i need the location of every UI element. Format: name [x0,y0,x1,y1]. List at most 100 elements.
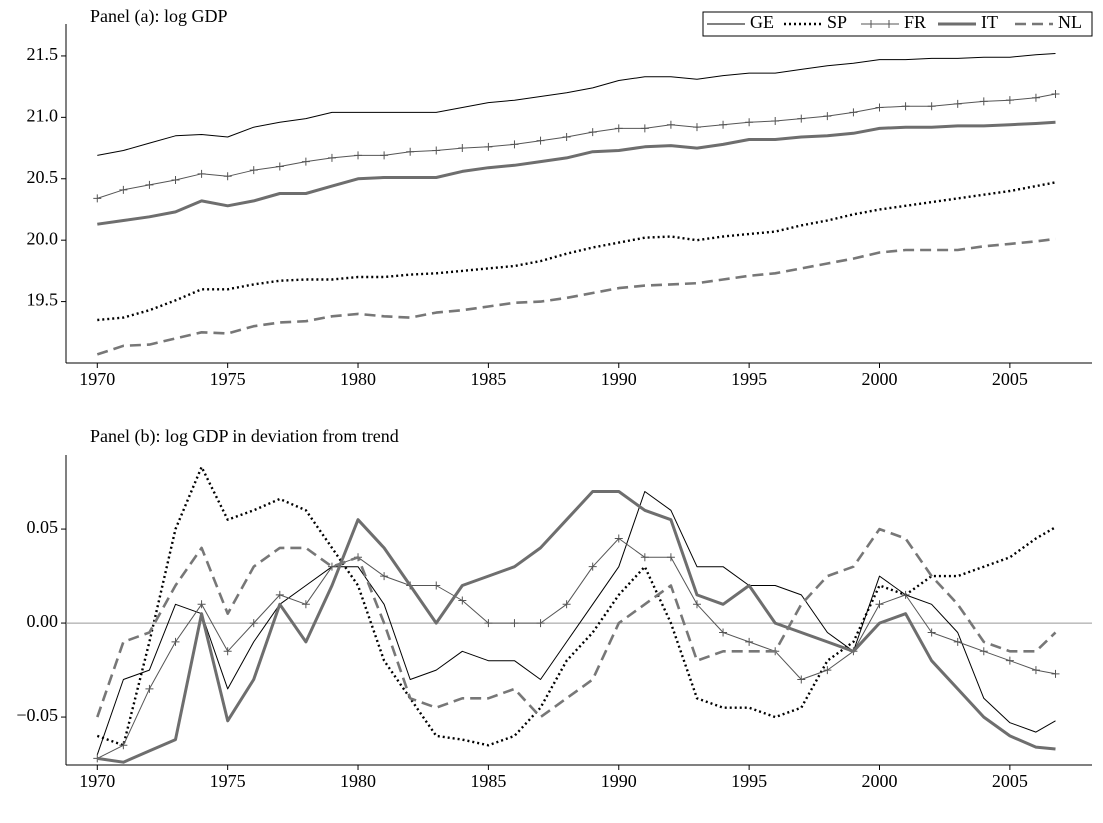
plus-marker [171,175,180,184]
plus-marker [823,666,832,675]
plus-marker [510,140,519,149]
plus-marker [771,117,780,126]
plus-marker [301,600,310,609]
plus-marker [1005,96,1014,105]
plus-marker [275,590,284,599]
plus-marker [1005,656,1014,665]
plus-marker [1051,90,1060,99]
plus-marker [875,103,884,112]
plus-marker [197,169,206,178]
plus-marker [588,128,597,137]
y-tick-label: 0.00 [27,611,59,631]
panel-title: Panel (b): log GDP in deviation from tre… [90,426,399,447]
y-tick-label: 21.5 [27,44,59,64]
y-tick-label: −0.05 [16,705,58,725]
series-line [97,538,1056,759]
plus-marker [979,97,988,106]
y-tick-label: 20.0 [27,228,59,248]
x-tick-label: 1990 [601,369,637,389]
plus-marker [1051,669,1060,678]
x-tick-label: 1995 [731,771,767,791]
plus-marker [901,590,910,599]
plus-marker [484,619,493,628]
plus-marker [432,146,441,155]
plus-marker [640,124,649,133]
legend-marker [867,20,875,28]
plus-marker [901,102,910,111]
y-tick-label: 19.5 [27,290,59,310]
plus-marker [745,637,754,646]
plus-marker [719,120,728,129]
plus-marker [875,600,884,609]
plus-marker [953,637,962,646]
legend-label: NL [1058,12,1082,32]
plus-marker [719,628,728,637]
panel-title: Panel (a): log GDP [90,6,227,27]
plus-marker [562,600,571,609]
legend-label: FR [904,12,926,32]
x-tick-label: 1985 [470,771,506,791]
x-tick-label: 1995 [731,369,767,389]
x-tick-label: 1970 [79,771,115,791]
plus-marker [119,741,128,750]
plus-marker [562,133,571,141]
series-line [96,491,1056,755]
plus-marker [327,153,336,162]
x-tick-label: 1980 [340,771,376,791]
plus-marker [1031,93,1040,102]
legend-label: IT [981,12,998,32]
plus-marker [327,562,336,571]
y-tick-label: 20.5 [27,167,59,187]
plus-marker [223,172,232,181]
plus-marker [666,120,675,129]
plus-marker [93,194,102,203]
plus-marker [484,142,493,151]
plus-marker [745,118,754,127]
plus-marker [536,136,545,145]
series-line [97,93,1056,199]
plus-marker [380,151,389,160]
plus-marker [849,108,858,117]
legend-label: SP [827,12,847,32]
series-line [97,490,1056,764]
x-tick-label: 2000 [861,369,897,389]
x-tick-label: 2000 [861,771,897,791]
plus-marker [145,180,154,189]
plus-marker [249,166,258,175]
legend-label: GE [750,12,774,32]
plus-marker [380,572,389,581]
plus-marker [275,162,284,171]
plus-marker [640,553,649,562]
plus-marker [458,596,467,605]
plus-marker [197,600,206,609]
plus-marker [1031,666,1040,675]
plus-marker [797,114,806,123]
y-tick-label: 21.0 [27,105,59,125]
series-line [97,181,1056,322]
y-tick-label: 0.05 [27,517,59,537]
series-line [97,120,1056,226]
plus-marker [692,600,701,609]
plus-marker [301,157,310,166]
plus-marker [692,123,701,132]
series-line [96,465,1057,747]
plus-marker [588,562,597,571]
x-tick-label: 1985 [470,369,506,389]
plus-marker [614,124,623,133]
x-tick-label: 1980 [340,369,376,389]
plus-marker [823,112,832,121]
x-tick-label: 1975 [210,771,246,791]
plus-marker [927,102,936,111]
x-tick-label: 1970 [79,369,115,389]
plus-marker [458,144,467,153]
plus-marker [979,647,988,656]
plus-marker [797,675,806,684]
plus-marker [354,151,363,160]
plus-marker [406,147,415,156]
x-tick-label: 1990 [601,771,637,791]
series-line [96,237,1056,356]
plus-marker [953,99,962,108]
plus-marker [666,553,675,562]
plus-marker [145,684,154,693]
